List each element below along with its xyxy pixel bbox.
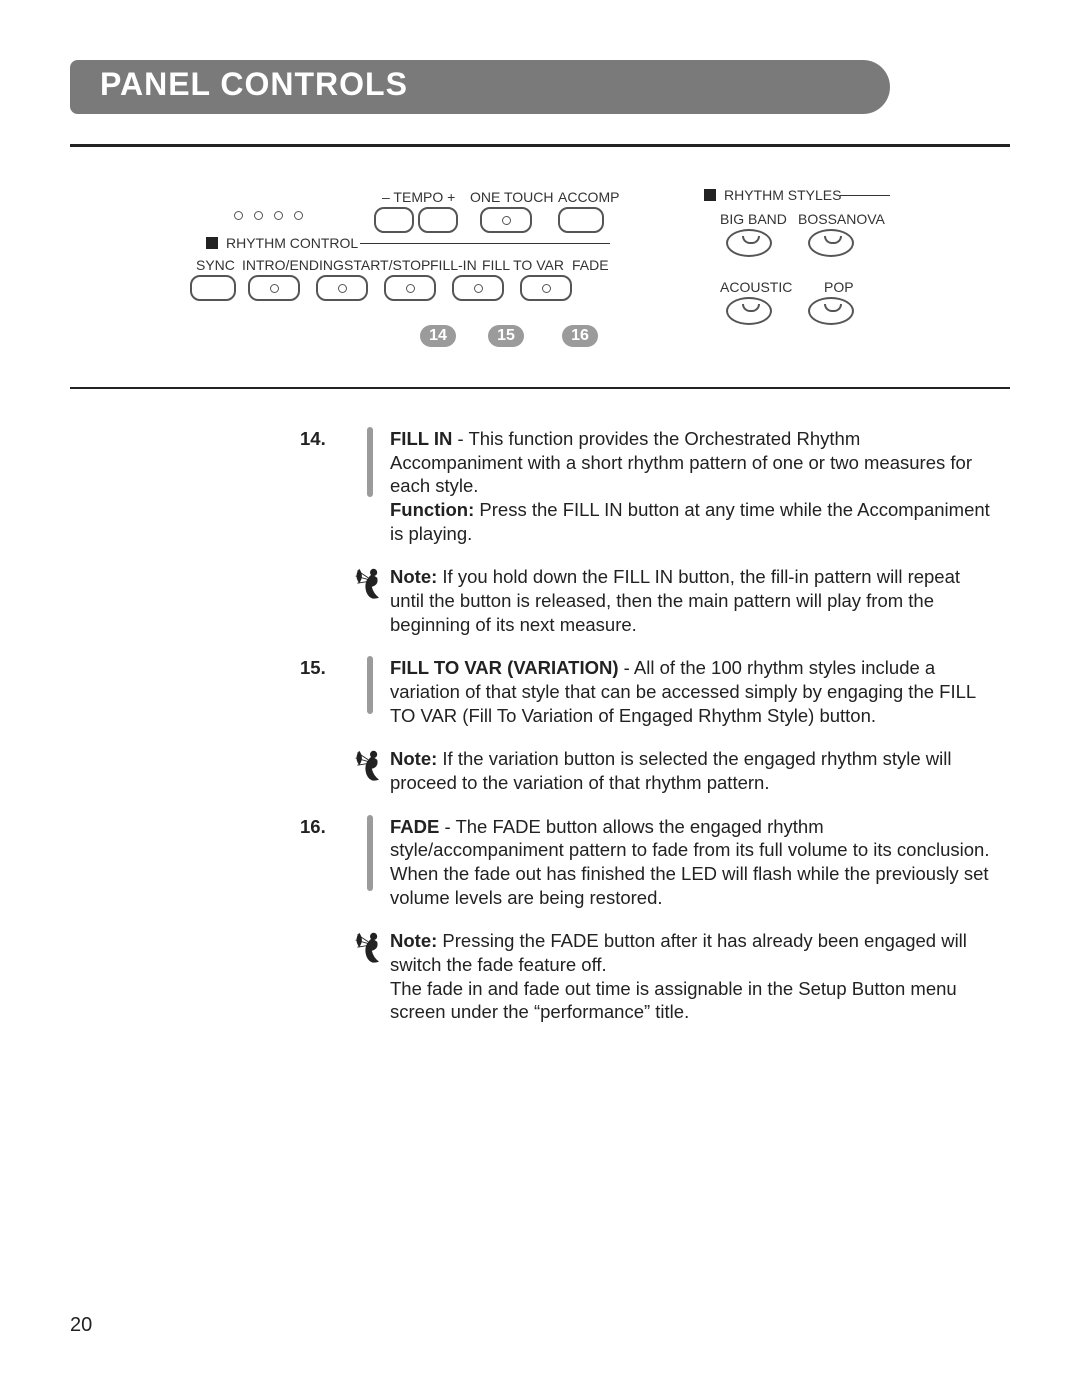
divider-line [840,195,890,196]
entry-body: - This function provides the Orchestrate… [390,428,972,496]
label-fill-to-var: FILL TO VAR [482,257,564,273]
led-icon [294,211,303,220]
note-text: Pressing the FADE button after it has al… [390,930,967,975]
entry-16: 16. FADE - The FADE button allows the en… [300,815,990,910]
acoustic-button[interactable] [726,297,772,325]
entry-text: Note: If you hold down the FILL IN butto… [390,565,990,636]
label-intro-ending: INTRO/ENDING [242,257,344,273]
entry-text: Note: Pressing the FADE button after it … [390,929,990,1024]
entry-marker [350,747,390,794]
square-marker-icon [704,189,716,201]
note-text: If the variation button is selected the … [390,748,951,793]
label-sync: SYNC [196,257,235,273]
label-pop: POP [824,279,854,295]
function-text: Press the FILL IN button at any time whi… [390,499,990,544]
led-icon [406,284,415,293]
entry-15-note: Note: If the variation button is selecte… [300,747,990,794]
page-number: 20 [70,1314,92,1337]
led-icon [274,211,283,220]
entry-title: FILL TO VAR (VARIATION) [390,657,619,678]
note-text: If you hold down the FILL IN button, the… [390,566,960,634]
callout-14: 14 [420,325,456,347]
entry-marker [350,565,390,636]
note-text2: The fade in and fade out time is assigna… [390,978,957,1023]
rule-mid [70,387,1010,389]
note-label: Note: [390,930,437,951]
entry-marker [350,656,390,727]
entry-text: Note: If the variation button is selecte… [390,747,990,794]
entry-title: FILL IN [390,428,452,449]
entry-text: FILL IN - This function provides the Orc… [390,427,990,545]
bar-icon [367,815,373,891]
entry-text: FILL TO VAR (VARIATION) - All of the 100… [390,656,990,727]
led-icon [474,284,483,293]
bar-icon [367,656,373,714]
led-icon [338,284,347,293]
led-icon [234,211,243,220]
note-label: Note: [390,566,437,587]
accomp-button[interactable] [558,207,604,233]
square-marker-icon [206,237,218,249]
entry-14: 14. FILL IN - This function provides the… [300,427,990,545]
entry-title: FADE [390,816,439,837]
label-accomp: ACCOMP [558,189,619,205]
entry-body2: When the fade out has finished the LED w… [390,863,989,908]
note-label: Note: [390,748,437,769]
divider-line [360,243,610,244]
label-fill-in: FILL-IN [430,257,477,273]
entry-number: 15. [300,656,350,727]
rule-top [70,144,1010,147]
section-title-bar: PANEL CONTROLS [70,60,1010,114]
callout-16: 16 [562,325,598,347]
kokopelli-icon [352,565,388,605]
big-band-button[interactable] [726,229,772,257]
entry-text: FADE - The FADE button allows the engage… [390,815,990,910]
led-icon [254,211,263,220]
entry-marker [350,427,390,545]
callout-15: 15 [488,325,524,347]
entry-body: - The FADE button allows the engaged rhy… [390,816,989,861]
entry-marker [350,929,390,1024]
tempo-plus-button[interactable] [418,207,458,233]
bossanova-button[interactable] [808,229,854,257]
manual-page: PANEL CONTROLS – TEMPO + ONE TOUCH ACCOM… [0,0,1080,1397]
label-fade: FADE [572,257,609,273]
entry-number: 16. [300,815,350,910]
kokopelli-icon [352,747,388,787]
entry-15: 15. FILL TO VAR (VARIATION) - All of the… [300,656,990,727]
label-start-stop: START/STOP [344,257,430,273]
led-icon [502,216,511,225]
led-icon [270,284,279,293]
label-one-touch: ONE TOUCH [470,189,554,205]
label-bossanova: BOSSANOVA [798,211,885,227]
tempo-minus-button[interactable] [374,207,414,233]
label-tempo: – TEMPO + [382,189,455,205]
label-rhythm-control: RHYTHM CONTROL [226,235,358,251]
entry-number: 14. [300,427,350,545]
sync-button[interactable] [190,275,236,301]
entry-14-note: Note: If you hold down the FILL IN butto… [300,565,990,636]
section-title: PANEL CONTROLS [100,66,408,103]
led-icon [542,284,551,293]
label-big-band: BIG BAND [720,211,787,227]
entry-marker [350,815,390,910]
entry-16-note: Note: Pressing the FADE button after it … [300,929,990,1024]
label-acoustic: ACOUSTIC [720,279,792,295]
bar-icon [367,427,373,497]
pop-button[interactable] [808,297,854,325]
description-list: 14. FILL IN - This function provides the… [300,427,990,1024]
kokopelli-icon [352,929,388,969]
label-rhythm-styles: RHYTHM STYLES [724,187,841,203]
function-label: Function: [390,499,474,520]
panel-diagram: – TEMPO + ONE TOUCH ACCOMP RHYTHM CONTRO… [130,175,1010,375]
